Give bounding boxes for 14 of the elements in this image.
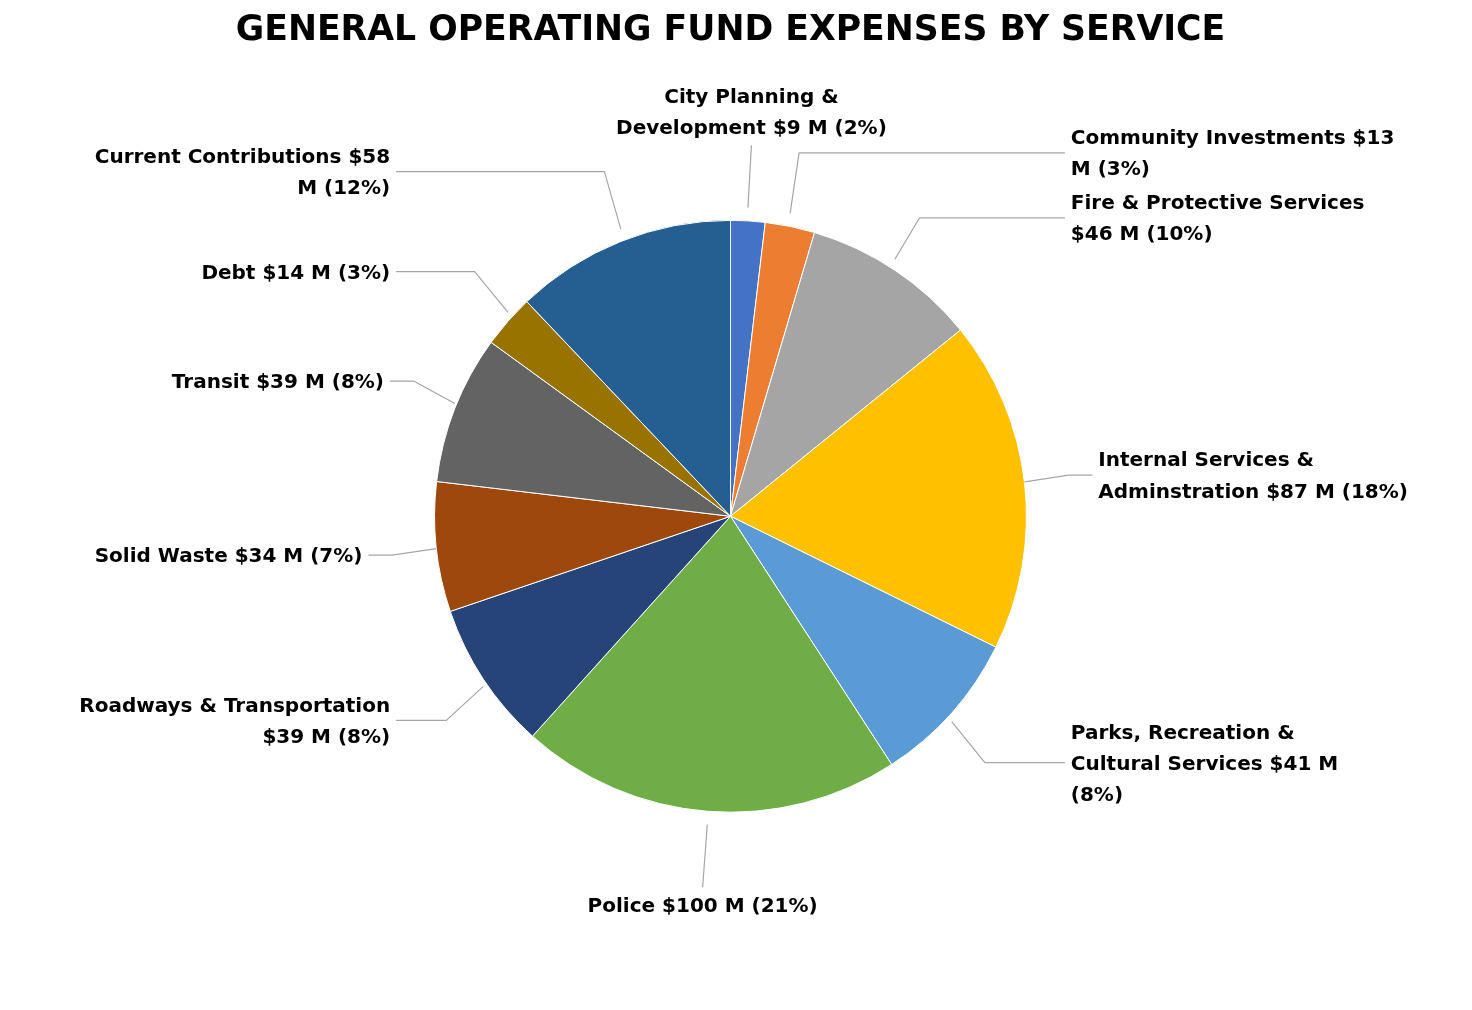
slice-label: Internal Services & Adminstration $87 M (18%)	[1098, 447, 1408, 503]
slice-label: Solid Waste $34 M (7%)	[94, 543, 363, 568]
slice-label: Current Contributions $58 M (12%)	[94, 144, 391, 200]
slice-label: Fire & Protective Services	[1070, 190, 1365, 215]
slice-label: Transit $39 M (8%)	[171, 369, 385, 394]
data-label: $39 M (8%)	[262, 723, 391, 748]
slice-label: Debt $14 M (3%)	[201, 259, 391, 284]
data-label: $46 M (10%)	[1070, 221, 1213, 246]
chart-title: GENERAL OPERATING FUND EXPENSES BY SERVICE	[235, 7, 1226, 48]
slice-label: Community Investments $13 M (3%)	[1070, 125, 1395, 181]
slice-label: Parks, Recreation & Cultural Services $41 M (8%)	[1070, 719, 1339, 806]
slice-label: City Planning & Development $9 M (2%)	[616, 83, 887, 140]
slice-label: Police $100 M (21%)	[587, 893, 818, 918]
slice-label: Roadways & Transportation	[79, 692, 391, 717]
